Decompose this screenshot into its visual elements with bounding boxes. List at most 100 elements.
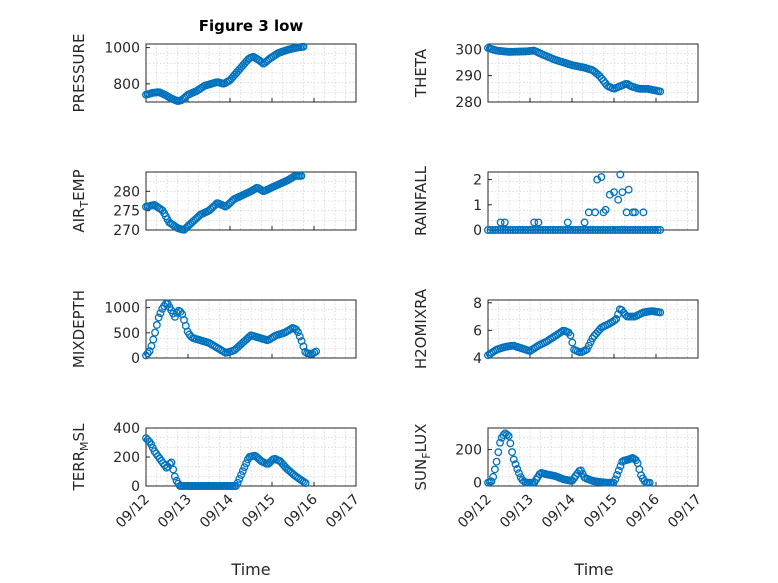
subplot-h2omixra: 4 6 8 H2OMIXRA (412, 288, 699, 369)
ylabel-3: RAINFALL (412, 165, 430, 236)
data-point (490, 465, 499, 474)
data-point (534, 218, 543, 227)
data-point (593, 226, 602, 234)
figure-title: Figure 3 low (199, 17, 304, 35)
data-point (299, 477, 308, 486)
ytick-label: 1000 (104, 41, 140, 57)
data-point (623, 226, 632, 234)
data-point (486, 226, 495, 234)
data-point (506, 439, 515, 448)
ylabel-4: MIXDEPTH (70, 290, 88, 368)
data-point (621, 226, 630, 234)
data-point (611, 226, 620, 234)
data-point (152, 321, 161, 329)
data-point (531, 226, 540, 234)
xlabel-right: Time (573, 560, 613, 579)
data-point (557, 327, 566, 336)
data-point (533, 226, 542, 234)
data-point (611, 475, 620, 484)
data-point (295, 332, 304, 341)
data-point (548, 226, 557, 234)
data-point (598, 226, 607, 234)
ylabel-2: AIRTEMP (70, 169, 91, 232)
data-point (170, 472, 179, 481)
data-point (643, 226, 652, 234)
data-point (651, 226, 660, 234)
data-point (566, 226, 575, 234)
data-point (636, 226, 645, 234)
xtick-label: 09/15 (581, 492, 621, 532)
data-point (297, 171, 306, 180)
data-point (530, 218, 539, 227)
ytick-label: 4 (473, 351, 482, 367)
data-point (653, 226, 662, 234)
data-point (583, 226, 592, 234)
data-point (616, 462, 625, 471)
data-point (558, 226, 567, 234)
data-point (496, 438, 504, 447)
ytick-label: 400 (113, 421, 140, 437)
data-point (601, 226, 610, 234)
data-point (508, 448, 517, 457)
subplot-terr-msl: 0 200 400 09/12 09/13 09/14 09/15 09/16 09/17 TER… (70, 421, 363, 531)
data-point (591, 226, 600, 234)
ytick-label: 0 (473, 223, 482, 239)
ytick-label: 6 (473, 323, 482, 339)
data-point (511, 460, 520, 469)
data-point (586, 226, 595, 234)
data-point (593, 175, 602, 184)
data-point (616, 226, 625, 234)
axes-frame (487, 299, 699, 359)
data-point (645, 478, 654, 487)
data-point (628, 226, 637, 234)
subplot-mixdepth: 0 500 1000 MIXDEPTH (70, 290, 357, 368)
ytick-label: 500 (113, 326, 140, 342)
data-point (506, 226, 515, 234)
data-point (610, 316, 619, 325)
ytick-label: 0 (131, 479, 140, 495)
data-point (242, 459, 251, 468)
axes-frame (145, 43, 357, 103)
data-point (601, 205, 610, 214)
data-point (618, 226, 627, 234)
data-point (301, 479, 310, 488)
data-point (641, 226, 650, 234)
data-point (501, 226, 510, 234)
data-point (521, 226, 530, 234)
xtick-label: 09/16 (623, 491, 663, 531)
ytick-label: 200 (455, 443, 482, 459)
data-point (538, 226, 547, 234)
ytick-label: 290 (455, 69, 482, 85)
data-point (616, 170, 625, 179)
data-point (613, 471, 621, 479)
xtick-label: 09/13 (497, 492, 537, 532)
data-point (596, 226, 605, 234)
data-point (500, 218, 509, 227)
data-point (556, 226, 565, 234)
data-point (494, 448, 503, 457)
data-point (626, 226, 635, 234)
data-point (646, 226, 655, 234)
data-point (631, 226, 640, 234)
data-point (543, 226, 552, 234)
ytick-label: 1000 (104, 301, 140, 317)
data-point (240, 463, 249, 472)
subplot-sun-flux: 0 200 09/12 09/13 09/14 09/15 09/16 09/17 SUNFLU… (412, 424, 705, 532)
data-point (312, 347, 321, 356)
ylabel-7: SUNFLUX (412, 424, 433, 491)
ytick-label: 8 (473, 296, 482, 312)
data-point (571, 226, 580, 234)
xtick-label: 09/12 (113, 492, 153, 532)
xtick-label: 09/16 (281, 491, 321, 531)
xtick-label: 09/17 (323, 492, 363, 532)
data-point (566, 331, 575, 340)
data-point (563, 218, 572, 227)
data-point (238, 467, 247, 476)
data-point (502, 430, 511, 439)
data-point (603, 226, 612, 234)
data-point (496, 218, 505, 227)
data-point (608, 226, 617, 234)
data-point (541, 226, 550, 234)
data-point (257, 58, 266, 67)
ytick-label: 200 (113, 450, 140, 466)
